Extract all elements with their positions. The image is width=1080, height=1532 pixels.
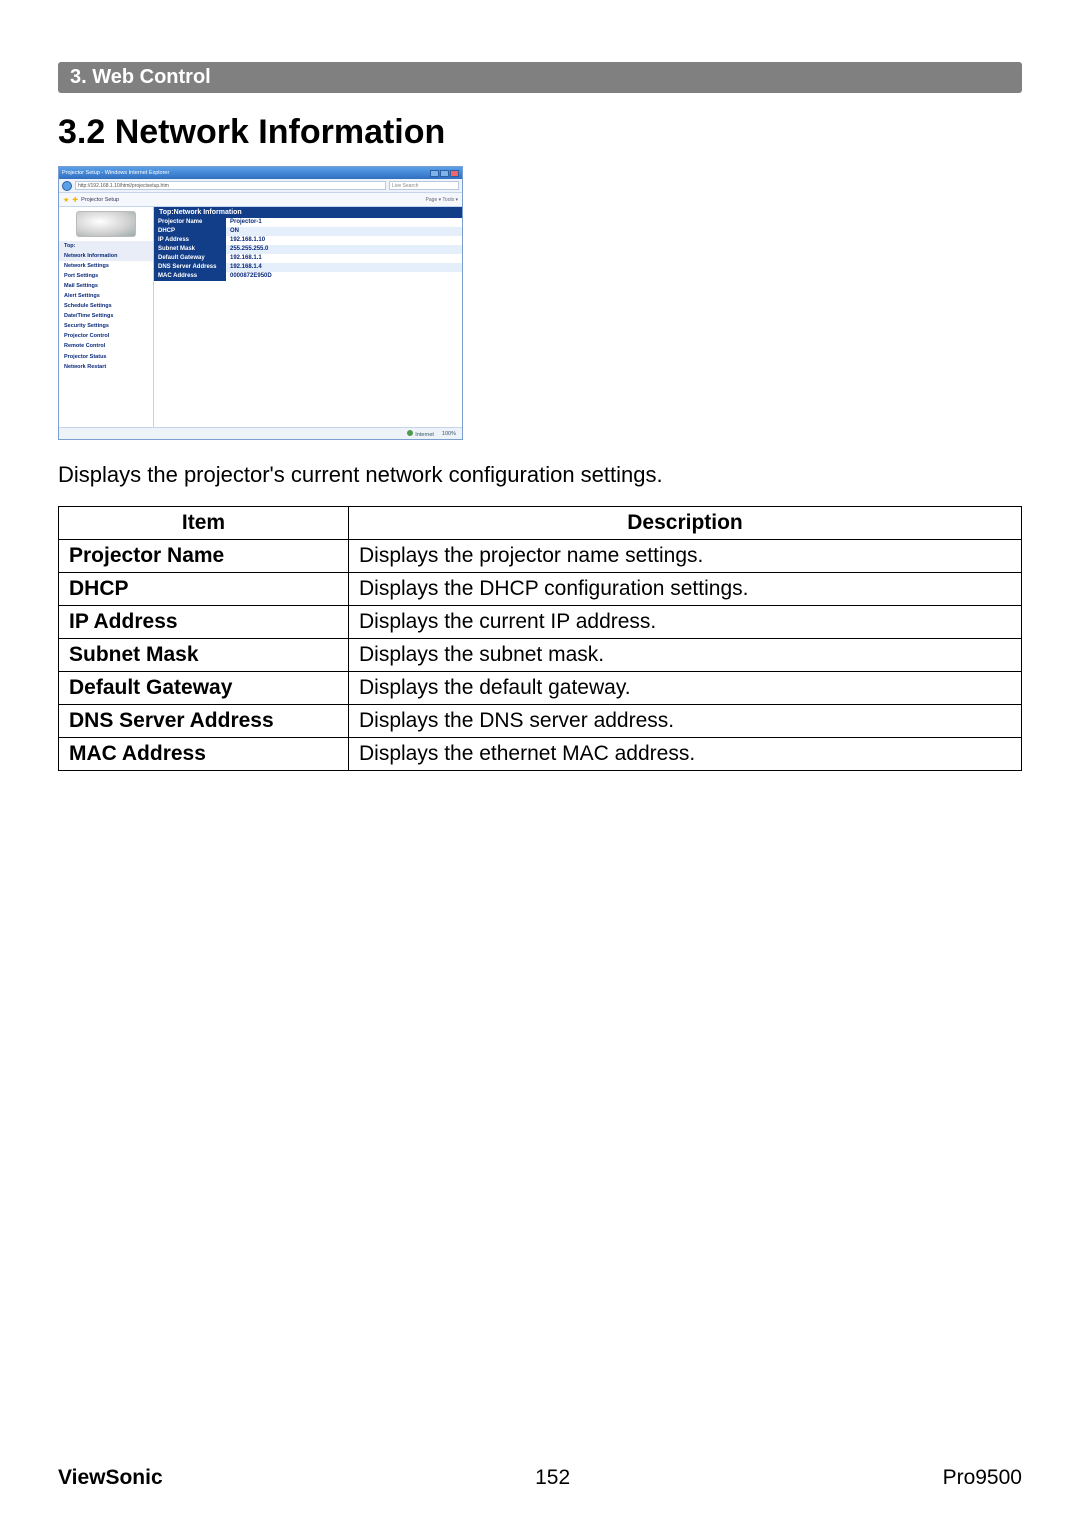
status-internet: Internet	[415, 432, 434, 438]
sidebar-item-schedule-settings[interactable]: Schedule Settings	[59, 301, 153, 311]
readout-key: DNS Server Address	[154, 263, 226, 272]
readout-key: Projector Name	[154, 218, 226, 227]
manual-page: 3. Web Control 3.2 Network Information P…	[0, 0, 1080, 1532]
desc-cell: Displays the current IP address.	[349, 606, 1022, 639]
description-table: Item Description Projector NameDisplays …	[58, 506, 1022, 771]
page-heading: 3.2 Network Information	[58, 113, 1022, 152]
readout-key: Subnet Mask	[154, 245, 226, 254]
projector-image-icon	[76, 211, 136, 237]
back-icon[interactable]	[62, 181, 72, 191]
section-bar: 3. Web Control	[58, 62, 1022, 93]
caption-text: Displays the projector's current network…	[58, 462, 1022, 488]
browser-screenshot: Projector Setup - Windows Internet Explo…	[58, 166, 463, 440]
sidebar-item-projector-status[interactable]: Projector Status	[59, 352, 153, 362]
sidebar-item-mail-settings[interactable]: Mail Settings	[59, 281, 153, 291]
internet-icon	[407, 430, 413, 436]
readout-value: ON	[226, 227, 462, 236]
panel-header: Top:Network Information	[154, 207, 462, 218]
desc-cell: Displays the projector name settings.	[349, 540, 1022, 573]
table-row: Subnet MaskDisplays the subnet mask.	[59, 639, 1022, 672]
item-cell: Default Gateway	[59, 672, 349, 705]
sidebar-item-port-settings[interactable]: Port Settings	[59, 271, 153, 281]
sidebar-item-top[interactable]: Top:	[59, 241, 153, 251]
favorites-icon[interactable]: ★	[63, 196, 69, 204]
desc-cell: Displays the subnet mask.	[349, 639, 1022, 672]
footer-page-number: 152	[535, 1466, 570, 1490]
sidebar-item-datetime-settings[interactable]: Date/Time Settings	[59, 311, 153, 321]
minimize-icon[interactable]	[430, 170, 439, 177]
table-row: DHCPDisplays the DHCP configuration sett…	[59, 573, 1022, 606]
status-zoom: 100%	[442, 431, 456, 437]
item-cell: DHCP	[59, 573, 349, 606]
browser-status-bar: Internet 100%	[59, 427, 462, 439]
window-titlebar: Projector Setup - Windows Internet Explo…	[59, 167, 462, 179]
item-cell: Projector Name	[59, 540, 349, 573]
readout-value: Projector-1	[226, 218, 462, 227]
sidebar-item-remote-control[interactable]: Remote Control	[59, 341, 153, 351]
sidebar-item-alert-settings[interactable]: Alert Settings	[59, 291, 153, 301]
screenshot-main: Top:Network Information Projector NamePr…	[154, 207, 462, 427]
item-cell: DNS Server Address	[59, 705, 349, 738]
footer-model: Pro9500	[943, 1466, 1022, 1490]
window-buttons	[430, 170, 459, 177]
readout-key: MAC Address	[154, 272, 226, 281]
close-icon[interactable]	[450, 170, 459, 177]
footer-brand: ViewSonic	[58, 1466, 163, 1490]
toolbar-right[interactable]: Page ▾ Tools ▾	[426, 197, 458, 203]
table-row: Projector NameDisplays the projector nam…	[59, 540, 1022, 573]
add-favorite-icon[interactable]: ✚	[72, 196, 78, 204]
header-description: Description	[349, 507, 1022, 540]
sidebar-item-network-restart[interactable]: Network Restart	[59, 362, 153, 372]
table-row: DNS Server AddressDisplays the DNS serve…	[59, 705, 1022, 738]
readout-key: Default Gateway	[154, 254, 226, 263]
readout-value: 0000872E950D	[226, 272, 462, 281]
network-info-readout: Projector NameProjector-1 DHCPON IP Addr…	[154, 218, 462, 281]
url-field[interactable]: http://192.168.1.10/html/projectsetup.ht…	[75, 181, 386, 190]
item-cell: Subnet Mask	[59, 639, 349, 672]
table-row: Default GatewayDisplays the default gate…	[59, 672, 1022, 705]
desc-cell: Displays the ethernet MAC address.	[349, 738, 1022, 771]
table-row: MAC AddressDisplays the ethernet MAC add…	[59, 738, 1022, 771]
screenshot-sidebar: Top: Network Information Network Setting…	[59, 207, 154, 427]
sidebar-item-network-settings[interactable]: Network Settings	[59, 261, 153, 271]
readout-key: DHCP	[154, 227, 226, 236]
desc-cell: Displays the default gateway.	[349, 672, 1022, 705]
item-cell: IP Address	[59, 606, 349, 639]
page-footer: ViewSonic 152 Pro9500	[58, 1466, 1022, 1490]
sidebar-item-projector-control[interactable]: Projector Control	[59, 331, 153, 341]
readout-value: 255.255.255.0	[226, 245, 462, 254]
readout-value: 192.168.1.10	[226, 236, 462, 245]
browser-toolbar: ★ ✚ Projector Setup Page ▾ Tools ▾	[59, 193, 462, 207]
maximize-icon[interactable]	[440, 170, 449, 177]
search-field[interactable]: Live Search	[389, 181, 459, 190]
desc-cell: Displays the DHCP configuration settings…	[349, 573, 1022, 606]
address-bar: http://192.168.1.10/html/projectsetup.ht…	[59, 179, 462, 193]
readout-value: 192.168.1.4	[226, 263, 462, 272]
sidebar-item-security-settings[interactable]: Security Settings	[59, 321, 153, 331]
table-row: IP AddressDisplays the current IP addres…	[59, 606, 1022, 639]
header-item: Item	[59, 507, 349, 540]
tab-title[interactable]: Projector Setup	[81, 197, 119, 203]
item-cell: MAC Address	[59, 738, 349, 771]
table-header-row: Item Description	[59, 507, 1022, 540]
desc-cell: Displays the DNS server address.	[349, 705, 1022, 738]
sidebar-item-network-info[interactable]: Network Information	[59, 251, 153, 261]
readout-value: 192.168.1.1	[226, 254, 462, 263]
window-title: Projector Setup - Windows Internet Explo…	[62, 170, 169, 176]
readout-key: IP Address	[154, 236, 226, 245]
